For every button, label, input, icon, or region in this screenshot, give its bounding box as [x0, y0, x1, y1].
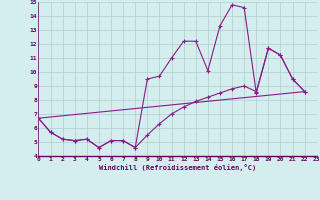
X-axis label: Windchill (Refroidissement éolien,°C): Windchill (Refroidissement éolien,°C) [99, 164, 256, 171]
